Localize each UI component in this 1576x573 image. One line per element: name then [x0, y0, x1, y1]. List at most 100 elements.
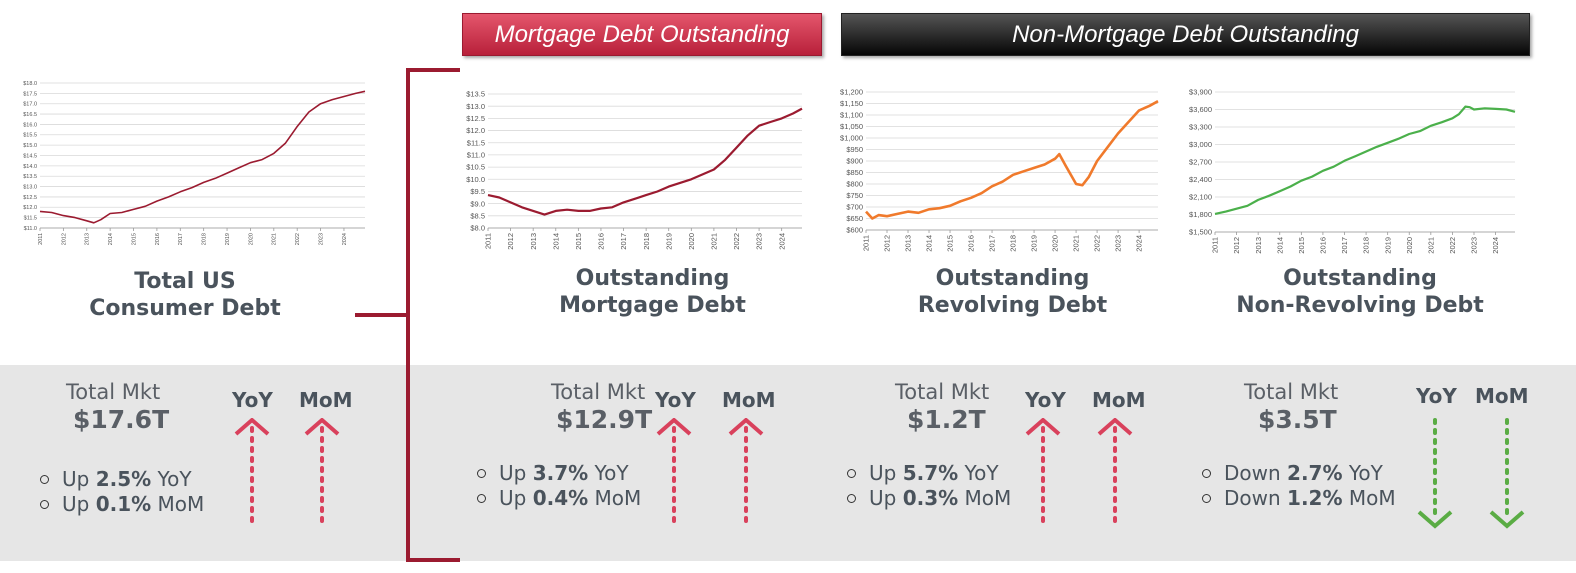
y-tick-label: $16.0 — [23, 122, 37, 128]
x-tick-label: 2016 — [597, 233, 606, 250]
y-tick-label: $750 — [846, 191, 863, 200]
y-tick-label: $700 — [846, 203, 863, 212]
y-tick-label: $800 — [846, 180, 863, 189]
x-tick-label: 2023 — [755, 233, 764, 250]
x-tick-label: 2016 — [155, 233, 161, 245]
y-tick-label: $12.0 — [466, 126, 485, 135]
mom-bullet: Up 0.4% MoM — [477, 486, 641, 510]
y-tick-label: $17.0 — [23, 102, 37, 108]
mom-bullet: Down 1.2% MoM — [1202, 486, 1396, 510]
y-tick-label: $13.5 — [23, 174, 37, 180]
y-tick-label: $850 — [846, 168, 863, 177]
x-tick-label: 2016 — [1319, 237, 1328, 254]
y-tick-label: $18.0 — [23, 81, 37, 87]
x-tick-label: 2020 — [1405, 237, 1414, 254]
y-tick-label: $3,900 — [1189, 88, 1212, 97]
x-tick-label: 2022 — [295, 233, 301, 245]
x-tick-label: 2011 — [38, 233, 44, 245]
x-tick-label: 2011 — [1211, 237, 1220, 253]
y-tick-label: $1,200 — [840, 88, 863, 97]
mom-bullet: Up 0.1% MoM — [40, 492, 204, 516]
x-tick-label: 2014 — [925, 235, 934, 252]
x-tick-label: 2021 — [710, 233, 719, 250]
x-tick-label: 2020 — [1051, 235, 1060, 252]
y-tick-label: $15.0 — [23, 143, 37, 149]
x-tick-label: 2022 — [1093, 235, 1102, 252]
up-arrow-icon — [1097, 418, 1133, 528]
down-arrow-icon — [1489, 418, 1525, 529]
y-tick-label: $1,000 — [840, 134, 863, 143]
y-tick-label: $600 — [846, 226, 863, 235]
series-line — [1214, 105, 1516, 215]
mom-bullet: Up 0.3% MoM — [847, 486, 1011, 510]
revolving-mkt-label: Total Mkt — [895, 380, 990, 404]
y-tick-label: $9.5 — [470, 187, 485, 196]
y-tick-label: $17.5 — [23, 91, 37, 97]
nonrevolving-debt-chart: $1,500 $1,800 $2,100 $2,400 $2,700 $3,000 $3,3… — [1160, 84, 1520, 254]
y-tick-label: $950 — [846, 145, 863, 154]
up-arrow-icon — [1025, 418, 1061, 528]
revolving-debt-chart: $600 $650 $700 $750 $800 $850 $900 $950 $1,000 $1… — [818, 86, 1163, 252]
x-tick-label: 2017 — [619, 233, 628, 250]
y-tick-label: $1,150 — [840, 99, 863, 108]
nonrevolving-mkt-label: Total Mkt — [1244, 380, 1339, 404]
x-tick-label: 2020 — [687, 233, 696, 250]
x-tick-label: 2023 — [1114, 235, 1123, 252]
mom-label: MoM — [299, 388, 353, 412]
x-tick-label: 2017 — [1340, 237, 1349, 254]
x-tick-label: 2017 — [178, 233, 184, 245]
y-tick-label: $13.5 — [466, 90, 485, 99]
y-tick-label: $13.0 — [23, 184, 37, 190]
y-tick-label: $16.5 — [23, 112, 37, 118]
y-tick-label: $1,800 — [1189, 210, 1212, 219]
y-tick-label: $8.0 — [470, 224, 485, 233]
nonrevolving-debt-title: Outstanding Non-Revolving Debt — [1236, 266, 1484, 318]
mortgage-mkt-value: $12.9T — [556, 405, 653, 434]
x-tick-label: 2019 — [225, 233, 231, 245]
yoy-bullet: Down 2.7% YoY — [1202, 461, 1383, 485]
x-tick-label: 2019 — [1030, 235, 1039, 252]
y-tick-label: $11.5 — [467, 138, 485, 147]
y-tick-label: $3,000 — [1189, 140, 1212, 149]
x-tick-label: 2022 — [732, 233, 741, 250]
mom-label: MoM — [1092, 388, 1146, 412]
x-tick-label: 2012 — [61, 233, 67, 245]
y-tick-label: $15.5 — [23, 133, 37, 139]
yoy-bullet: Up 5.7% YoY — [847, 461, 999, 485]
x-tick-label: 2024 — [342, 233, 348, 245]
y-tick-label: $13.0 — [466, 102, 485, 111]
x-tick-label: 2011 — [862, 235, 871, 251]
y-tick-label: $10.5 — [466, 163, 485, 172]
y-tick-label: $1,050 — [840, 122, 863, 131]
down-arrow-icon — [1417, 418, 1453, 529]
y-tick-label: $900 — [846, 157, 863, 166]
y-tick-label: $12.5 — [23, 195, 37, 201]
mortgage-debt-title: Outstanding Mortgage Debt — [559, 266, 746, 318]
mortgage-debt-chart: $8.0 $8.5 $9.0 $9.5 $10.0 $10.5 $11.0 $11.5 $12.… — [440, 86, 810, 250]
y-tick-label: $8.5 — [470, 211, 485, 220]
y-tick-label: $9.0 — [470, 199, 485, 208]
x-tick-label: 2023 — [1470, 237, 1479, 254]
y-tick-label: $2,400 — [1189, 175, 1212, 184]
total-mkt-value: $17.6T — [73, 405, 170, 434]
series-line — [487, 107, 803, 216]
bracket-connector — [355, 68, 460, 562]
mortgage-header: Mortgage Debt Outstanding — [462, 13, 822, 56]
x-tick-label: 2013 — [85, 233, 91, 245]
y-tick-label: $14.0 — [23, 164, 37, 170]
nonrevolving-mkt-value: $3.5T — [1258, 405, 1337, 434]
y-tick-label: $1,500 — [1189, 228, 1212, 237]
up-arrow-icon — [234, 418, 270, 528]
x-tick-label: 2015 — [574, 233, 583, 250]
y-tick-label: $3,300 — [1189, 123, 1212, 132]
x-tick-label: 2024 — [777, 233, 786, 250]
x-tick-label: 2024 — [1491, 237, 1500, 254]
x-tick-label: 2018 — [202, 233, 208, 245]
y-tick-label: $3,600 — [1189, 105, 1212, 114]
y-tick-label: $2,100 — [1189, 193, 1212, 202]
up-arrow-icon — [656, 418, 692, 528]
x-tick-label: 2022 — [1448, 237, 1457, 254]
total-debt-chart: $11.0 $11.5 $12.0 $12.5 $13.0 $13.5 $14.0 $14.5… — [10, 78, 370, 248]
x-tick-label: 2012 — [883, 235, 892, 252]
total-debt-title: Total US Consumer Debt — [89, 269, 281, 321]
